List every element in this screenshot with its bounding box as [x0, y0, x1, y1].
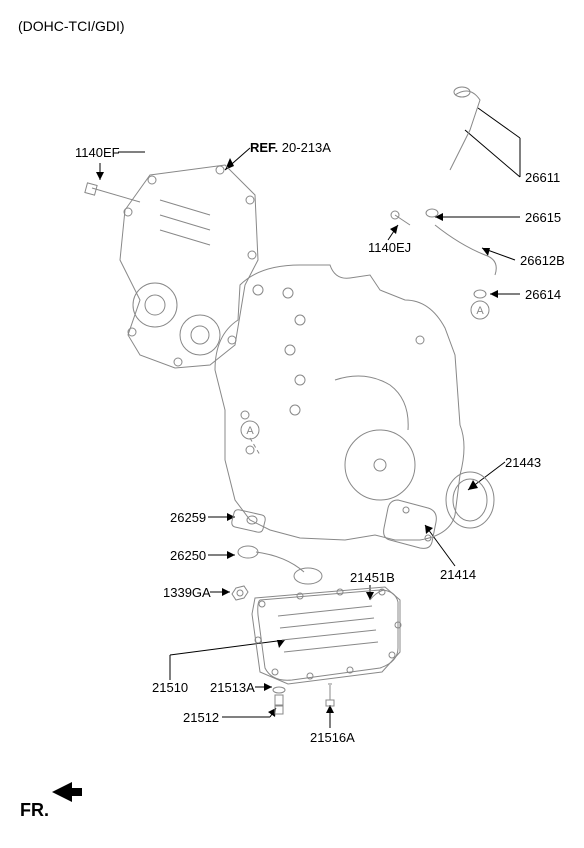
leader-21510 — [170, 640, 285, 680]
part-26259-gasket — [232, 510, 265, 532]
leader-right-stack — [435, 108, 520, 298]
leader-ref — [225, 148, 250, 170]
part-21516A-bolt — [326, 684, 334, 706]
part-engine-block — [215, 265, 464, 540]
leader-26259 — [208, 513, 235, 521]
leader-21516A — [326, 705, 334, 728]
leader-1140EF — [96, 152, 145, 180]
leader-21451B — [366, 585, 374, 600]
part-timing-cover — [120, 165, 258, 368]
leader-21512 — [222, 708, 276, 717]
leader-21414 — [425, 525, 455, 566]
leader-21443 — [468, 462, 505, 490]
circle-a-block: A — [241, 421, 259, 439]
part-1339GA-nut — [232, 586, 248, 600]
diagram-svg: A A — [0, 0, 584, 848]
leader-21513A — [255, 683, 272, 691]
part-bolt-1140EF — [85, 183, 140, 202]
svg-text:A: A — [476, 305, 484, 317]
fr-arrow — [52, 782, 82, 802]
part-21414-plate — [384, 500, 437, 548]
svg-text:A: A — [246, 425, 254, 437]
leader-1339GA — [210, 588, 230, 596]
circle-a-top: A — [471, 301, 489, 319]
leader-26250 — [208, 551, 235, 559]
part-oil-pan — [252, 587, 401, 684]
part-26250-pickup — [238, 546, 322, 584]
part-dipstick — [391, 87, 496, 298]
part-21443-seal — [446, 472, 494, 528]
part-drain — [273, 687, 285, 714]
leader-1140EJ — [388, 225, 398, 240]
